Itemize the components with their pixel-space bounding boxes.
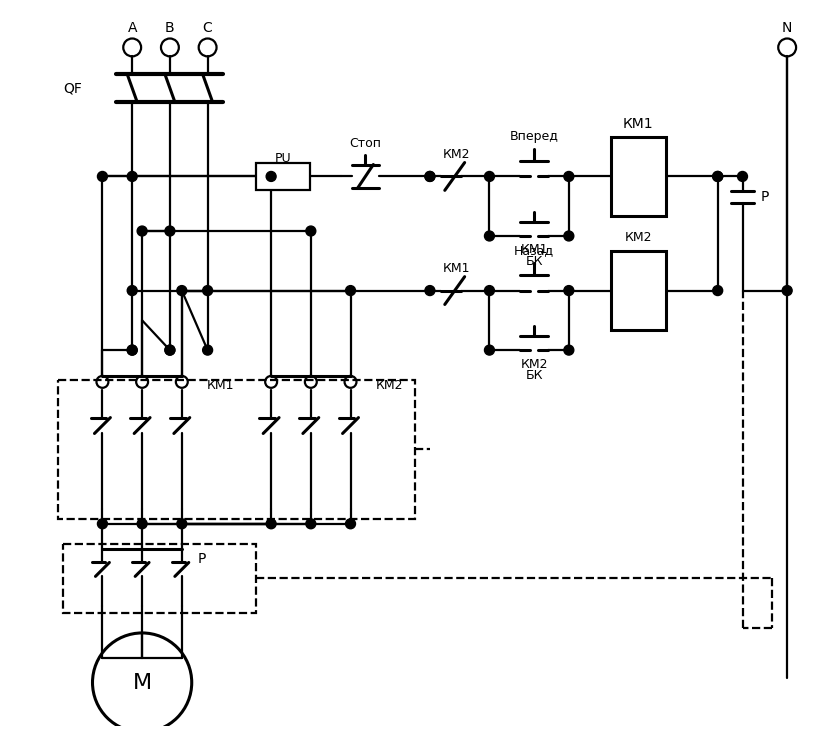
Text: A: A xyxy=(127,20,137,34)
Text: Р: Р xyxy=(197,552,206,566)
Circle shape xyxy=(177,286,186,295)
Circle shape xyxy=(202,286,212,295)
Circle shape xyxy=(137,226,147,236)
Bar xyxy=(58,380,415,519)
Text: Р: Р xyxy=(760,190,768,204)
Bar xyxy=(611,137,665,216)
Circle shape xyxy=(485,171,494,182)
Text: М: М xyxy=(133,673,151,693)
Text: КМ1: КМ1 xyxy=(206,379,234,392)
Circle shape xyxy=(127,345,137,355)
Circle shape xyxy=(202,345,212,355)
Bar xyxy=(611,251,665,330)
Bar xyxy=(63,544,257,613)
Text: КМ2: КМ2 xyxy=(624,232,652,244)
Text: КМ1: КМ1 xyxy=(623,117,654,130)
Circle shape xyxy=(737,171,747,182)
Circle shape xyxy=(127,345,137,355)
Circle shape xyxy=(425,286,435,295)
Text: PU: PU xyxy=(275,152,292,165)
Text: C: C xyxy=(203,20,212,34)
Text: N: N xyxy=(782,20,793,34)
Circle shape xyxy=(98,171,107,182)
Circle shape xyxy=(345,286,355,295)
Text: КМ1: КМ1 xyxy=(443,262,471,276)
Circle shape xyxy=(127,286,137,295)
Bar xyxy=(256,163,310,190)
Text: QF: QF xyxy=(64,81,83,95)
Circle shape xyxy=(485,231,494,241)
Text: БК: БК xyxy=(525,370,543,383)
Circle shape xyxy=(98,519,107,529)
Circle shape xyxy=(425,171,435,182)
Text: Назад: Назад xyxy=(514,244,554,257)
Circle shape xyxy=(137,519,147,529)
Circle shape xyxy=(485,345,494,355)
Text: КМ2: КМ2 xyxy=(520,357,548,370)
Circle shape xyxy=(425,171,435,182)
Circle shape xyxy=(306,519,316,529)
Circle shape xyxy=(485,286,494,295)
Circle shape xyxy=(127,171,137,182)
Text: Стоп: Стоп xyxy=(349,137,381,150)
Circle shape xyxy=(713,286,722,295)
Text: КМ2: КМ2 xyxy=(375,379,403,392)
Circle shape xyxy=(266,171,276,182)
Circle shape xyxy=(563,231,573,241)
Circle shape xyxy=(713,171,722,182)
Circle shape xyxy=(782,286,793,295)
Text: БК: БК xyxy=(525,255,543,268)
Circle shape xyxy=(165,345,175,355)
Circle shape xyxy=(713,171,722,182)
Circle shape xyxy=(165,226,175,236)
Circle shape xyxy=(563,171,573,182)
Text: B: B xyxy=(165,20,175,34)
Circle shape xyxy=(306,226,316,236)
Circle shape xyxy=(177,519,186,529)
Circle shape xyxy=(563,286,573,295)
Text: КМ1: КМ1 xyxy=(520,243,548,257)
Text: Вперед: Вперед xyxy=(510,130,558,144)
Circle shape xyxy=(345,519,355,529)
Circle shape xyxy=(563,345,573,355)
Circle shape xyxy=(165,345,175,355)
Text: КМ2: КМ2 xyxy=(443,148,471,161)
Circle shape xyxy=(266,519,276,529)
